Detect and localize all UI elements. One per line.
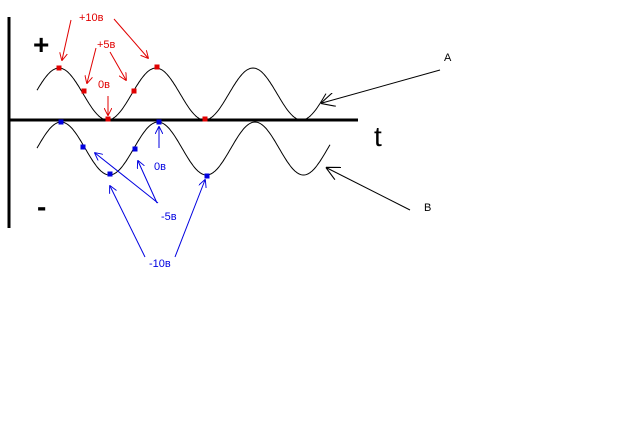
plus-sign: +: [33, 29, 49, 60]
marker-point: [202, 116, 208, 122]
label-a: A: [444, 52, 452, 64]
arrow-a: [322, 69, 441, 103]
arrow: [87, 47, 97, 83]
label-zero-red: 0в: [98, 79, 110, 91]
marker-point: [80, 144, 86, 150]
arrow-b: [327, 168, 411, 211]
arrow: [62, 19, 72, 60]
arrow: [95, 153, 159, 204]
red-points: [56, 64, 208, 122]
marker-point: [204, 173, 210, 179]
label-zero-blue: 0в: [154, 161, 166, 173]
arrow: [174, 180, 205, 258]
marker-point: [132, 146, 138, 152]
marker-point: [107, 171, 113, 177]
minus-sign: -: [37, 191, 46, 222]
label-plus5: +5в: [97, 39, 116, 51]
blue-points: [58, 119, 210, 179]
arrow: [109, 51, 126, 80]
arrow: [138, 161, 158, 204]
label-minus10: -10в: [149, 258, 171, 270]
t-label: t: [374, 121, 382, 152]
wave-b: [36, 121, 331, 176]
red-annotations: +10в +5в 0в: [62, 12, 148, 115]
marker-point: [105, 116, 111, 122]
wave-a: [36, 67, 327, 121]
blue-annotations: 0в -5в -10в: [95, 127, 205, 270]
marker-point: [156, 119, 162, 125]
label-plus10: +10в: [79, 12, 104, 24]
marker-point: [154, 64, 160, 70]
marker-point: [58, 119, 64, 125]
label-minus5: -5в: [161, 211, 177, 223]
arrow: [110, 186, 146, 258]
marker-point: [131, 88, 137, 94]
label-b: B: [424, 202, 431, 214]
arrow: [113, 18, 148, 58]
marker-point: [81, 88, 87, 94]
marker-point: [56, 65, 62, 71]
